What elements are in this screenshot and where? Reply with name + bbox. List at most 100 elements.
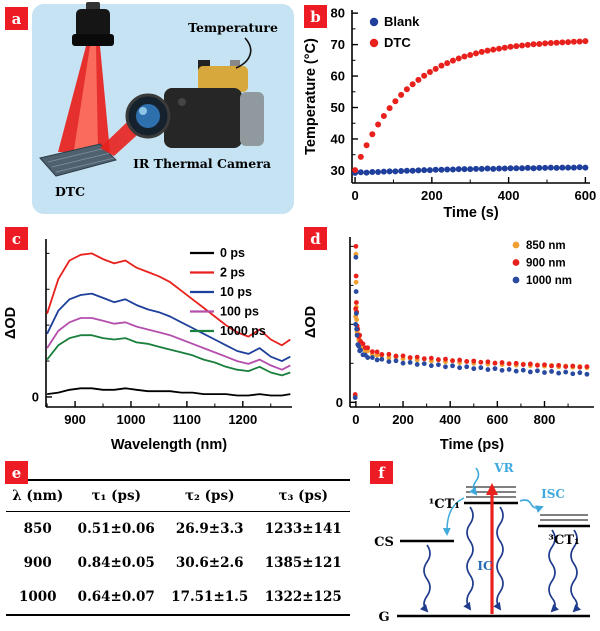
series-1000-nm: [352, 254, 590, 401]
svg-text:ΔOD: ΔOD: [303, 306, 319, 338]
temperature-label: Temperature: [188, 20, 278, 35]
laser-source-icon: [72, 2, 114, 46]
table-row: 850 0.51±0.06 26.9±3.3 1233±141: [6, 512, 350, 547]
cell: 0.51±0.06: [77, 521, 155, 537]
svg-text:0: 0: [336, 395, 343, 410]
svg-text:Blank: Blank: [384, 14, 420, 29]
legend-b: Blank DTC: [369, 14, 420, 50]
triplet-decay-arrow-2: [570, 529, 582, 613]
svg-text:10 ps: 10 ps: [220, 285, 252, 299]
svg-text:0: 0: [351, 188, 358, 203]
plot-d: 0 200 400 600 800 0 Time (ps) ΔOD 850 nm 900 nm 10…: [303, 237, 594, 453]
triplet-decay-arrow-1: [548, 529, 560, 613]
vr-arrow: [469, 467, 480, 496]
col-header-tau2: τ₂ (ps): [162, 480, 257, 512]
svg-text:200: 200: [421, 188, 443, 203]
svg-text:80: 80: [331, 6, 345, 21]
svg-text:850 nm: 850 nm: [526, 240, 566, 252]
col-header-tau3: τ₃ (ps): [256, 480, 350, 512]
singlet-ct-label: ¹CT₁: [429, 497, 460, 512]
svg-text:1000 ps: 1000 ps: [220, 324, 266, 338]
cell: 1000: [18, 589, 57, 605]
svg-text:0: 0: [32, 389, 39, 404]
svg-text:1100: 1100: [173, 412, 201, 427]
isc-label: ISC: [541, 487, 565, 501]
cell: 0.64±0.07: [77, 589, 155, 605]
svg-text:2 ps: 2 ps: [220, 266, 245, 280]
svg-text:1000: 1000: [117, 412, 146, 427]
svg-text:900 nm: 900 nm: [526, 258, 566, 270]
svg-text:800: 800: [534, 412, 556, 427]
svg-text:400: 400: [439, 412, 461, 427]
cell: 1385±121: [264, 555, 342, 571]
table-header-row: λ (nm) τ₁ (ps) τ₂ (ps) τ₃ (ps): [6, 480, 350, 512]
svg-text:50: 50: [331, 100, 345, 115]
level-triplet-ct: [538, 514, 590, 528]
svg-text:40: 40: [331, 131, 345, 146]
series-10-ps: [46, 292, 291, 363]
svg-text:0: 0: [352, 412, 359, 427]
energy-diagram: CS G ¹CT₁ ³CT₁ VR ISC IC: [374, 461, 590, 625]
chart-spectra: 900 1000 1100 1200 0 Wavelength (nm) ΔOD 0 ps 2 …: [3, 239, 292, 453]
svg-text:30: 30: [331, 163, 345, 178]
setup-illustration: Temperature IR Thermal Camera DTC: [32, 2, 294, 214]
cell: 26.9±3.3: [175, 521, 244, 537]
isc-arrow: [519, 499, 544, 513]
svg-text:900: 900: [64, 412, 86, 427]
col-header-wavelength: λ (nm): [6, 480, 70, 512]
triplet-ct-label: ³CT₁: [548, 533, 579, 548]
thermal-camera-icon: [125, 60, 264, 148]
table-row: 1000 0.64±0.07 17.51±1.5 1322±125: [6, 580, 350, 615]
plot-c: 900 1000 1100 1200 0 Wavelength (nm) ΔOD 0 ps 2 …: [3, 239, 292, 453]
series-0-ps: [46, 387, 291, 397]
plot-b: 0 200 400 600 30 40 50 60 70 80 Time (s) Temperatur…: [303, 6, 596, 221]
svg-text:Time (s): Time (s): [443, 205, 499, 221]
vr-label: VR: [493, 461, 514, 475]
panel-label-c: c: [5, 227, 28, 250]
svg-text:60: 60: [331, 69, 345, 84]
svg-text:DTC: DTC: [384, 35, 411, 50]
cs-formation-arrow: [442, 497, 465, 536]
svg-text:0 ps: 0 ps: [220, 246, 245, 260]
ic-label: IC: [477, 559, 492, 573]
cell: 1233±141: [264, 521, 342, 537]
chart-temperature-vs-time: 0 200 400 600 30 40 50 60 70 80 Time (s) Temperatur…: [303, 6, 596, 221]
svg-text:100 ps: 100 ps: [220, 305, 259, 319]
lifetime-table: λ (nm) τ₁ (ps) τ₂ (ps) τ₃ (ps) 850 0.51±…: [6, 479, 350, 616]
cell: 0.84±0.05: [77, 555, 155, 571]
ic-decay-arrow-1: [463, 506, 474, 611]
legend-d: 850 nm 900 nm 1000 nm: [512, 240, 572, 287]
cell: 17.51±1.5: [171, 589, 249, 605]
camera-label: IR Thermal Camera: [133, 156, 271, 171]
series-Blank: [352, 164, 589, 176]
table-row: 900 0.84±0.05 30.6±2.6 1385±121: [6, 546, 350, 580]
svg-text:Temperature (°C): Temperature (°C): [303, 38, 319, 155]
svg-text:600: 600: [575, 188, 597, 203]
svg-text:400: 400: [498, 188, 520, 203]
cell: 850: [23, 521, 52, 537]
panel-label-e: e: [5, 461, 28, 484]
cell: 30.6±2.6: [175, 555, 244, 571]
chart-kinetics: 0 200 400 600 800 0 Time (ps) ΔOD 850 nm 900 nm 10…: [303, 237, 594, 453]
panel-label-b: b: [304, 5, 327, 28]
cs-decay-arrow: [419, 544, 431, 613]
sample-dtc-icon: [39, 143, 117, 177]
svg-text:1000 nm: 1000 nm: [526, 275, 572, 287]
series-100-ps: [46, 317, 291, 371]
series-850-nm: [352, 251, 590, 399]
svg-text:Time (ps): Time (ps): [440, 437, 504, 453]
svg-text:70: 70: [331, 37, 345, 52]
ic-decay-arrow-2: [493, 506, 504, 611]
svg-text:600: 600: [486, 412, 508, 427]
series-1000-ps: [46, 334, 291, 377]
sample-label: DTC: [55, 184, 85, 199]
svg-text:ΔOD: ΔOD: [3, 307, 19, 339]
ground-state-label: G: [378, 610, 389, 625]
temperature-cable-icon: [235, 37, 252, 69]
cell: 900: [23, 555, 52, 571]
cell: 1322±125: [264, 589, 342, 605]
panel-label-d: d: [304, 227, 327, 250]
panel-label-a: a: [5, 7, 28, 30]
laser-beam-icon: [58, 46, 110, 152]
